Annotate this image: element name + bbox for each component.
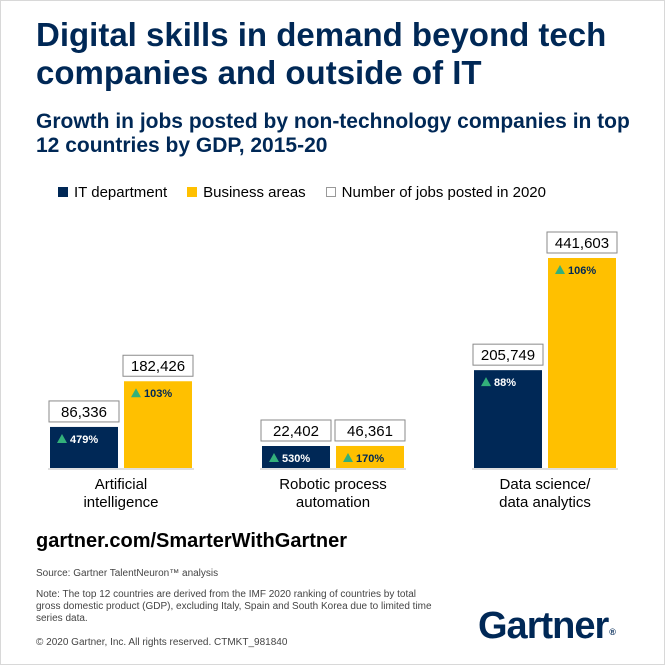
- value-box-robotic-process-automation-business-areas: [334, 419, 406, 442]
- up-triangle-icon: [343, 452, 353, 462]
- bar-robotic-process-automation-it-department: [262, 446, 330, 468]
- category-label-artificial-intelligence-line-2: intelligence: [83, 494, 158, 511]
- up-triangle-icon: [481, 377, 491, 387]
- bar-chart: 86,336 479% 182,426 103% Artificialintellige…: [48, 231, 618, 511]
- bar-robotic-process-automation-business-areas: [336, 445, 404, 468]
- registered-mark: ®: [609, 627, 616, 637]
- growth-label-robotic-process-automation-business-areas: 170%: [356, 453, 384, 465]
- growth-label-data-science-data-analytics-business-areas: 106%: [568, 265, 596, 277]
- up-triangle-icon: [555, 265, 565, 274]
- growth-label-artificial-intelligence-business-areas: 103%: [144, 388, 172, 400]
- legend-item-it-department: IT department: [58, 184, 167, 201]
- category-label-robotic-process-automation-line-2: automation: [296, 494, 370, 511]
- growth-label-artificial-intelligence-it-department: 479%: [70, 434, 98, 446]
- legend-label-it-department: IT department: [74, 183, 168, 201]
- category-label-artificial-intelligence-line-1: Artificial: [95, 476, 148, 493]
- value-box-artificial-intelligence-it-department: [48, 400, 120, 423]
- value-label-artificial-intelligence-business-areas: 182,426: [131, 358, 185, 375]
- value-label-robotic-process-automation-business-areas: 46,361: [347, 423, 393, 440]
- value-box-data-science-data-analytics-business-areas: [546, 231, 618, 254]
- value-box-data-science-data-analytics-it-department: [472, 343, 544, 366]
- legend-label-jobs-posted: Number of jobs posted in 2020: [341, 183, 546, 201]
- chart-title: Digital skills in demand beyond tech com…: [36, 16, 607, 91]
- growth-label-data-science-data-analytics-it-department: 88%: [494, 377, 516, 389]
- legend-item-business-areas: Business areas: [187, 184, 306, 201]
- bar-data-science-data-analytics-it-department: [474, 370, 542, 468]
- category-label-robotic-process-automation-line-1: Robotic process: [279, 476, 387, 493]
- footer-note: Note: The top 12 countries are derived f…: [36, 589, 432, 624]
- gartner-logo-text: Gartner: [478, 605, 609, 647]
- up-triangle-icon: [57, 433, 67, 443]
- legend-swatch-business-areas: [187, 187, 198, 197]
- up-triangle-icon: [131, 388, 141, 398]
- bar-data-science-data-analytics-business-areas: [548, 258, 616, 468]
- chart-subtitle: Growth in jobs posted by non-technology …: [36, 110, 630, 157]
- value-label-robotic-process-automation-it-department: 22,402: [273, 423, 319, 440]
- legend-item-jobs-posted: Number of jobs posted in 2020: [325, 183, 546, 201]
- up-triangle-icon: [269, 453, 279, 462]
- category-label-data-science-data-analytics-line-2: data analytics: [499, 494, 591, 511]
- footer-copyright: © 2020 Gartner, Inc. All rights reserved…: [36, 637, 288, 648]
- growth-label-robotic-process-automation-it-department: 530%: [282, 453, 310, 465]
- value-box-robotic-process-automation-it-department: [260, 419, 332, 442]
- footer-source: Source: Gartner TalentNeuron™ analysis: [36, 568, 219, 579]
- value-label-data-science-data-analytics-it-department: 205,749: [481, 347, 535, 364]
- legend-label-business-areas: Business areas: [203, 183, 306, 201]
- chart-legend: IT department Business areas Number of j…: [58, 182, 566, 202]
- legend-swatch-jobs-posted: [325, 187, 336, 197]
- gartner-logo: Gartner®: [478, 605, 616, 648]
- value-box-artificial-intelligence-business-areas: [122, 354, 194, 377]
- category-label-data-science-data-analytics-line-1: Data science/: [500, 476, 592, 493]
- footer-url[interactable]: gartner.com/SmarterWithGartner: [36, 530, 348, 552]
- legend-swatch-it-department: [58, 187, 68, 197]
- bar-artificial-intelligence-it-department: [50, 426, 118, 468]
- value-label-data-science-data-analytics-business-areas: 441,603: [555, 235, 609, 252]
- value-label-artificial-intelligence-it-department: 86,336: [61, 404, 107, 421]
